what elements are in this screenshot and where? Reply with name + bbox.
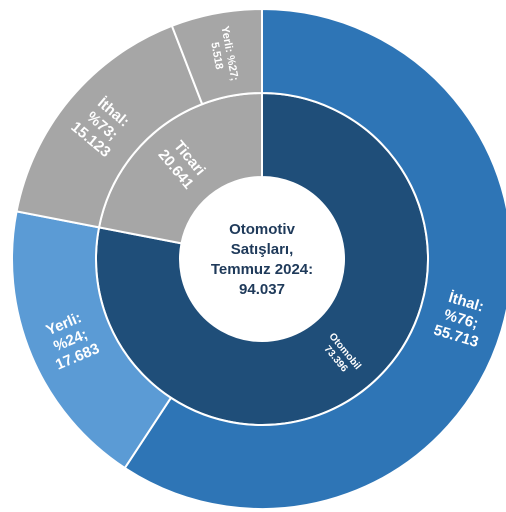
center-label: Otomotiv Satışları, Temmuz 2024: 94.037 xyxy=(211,221,313,298)
outer-segment-ticari-yerli xyxy=(170,7,263,106)
center-label-line: 94.037 xyxy=(239,281,285,298)
center-label-line: Temmuz 2024: xyxy=(211,261,313,278)
outer-label-ticari-yerli-line: 5.518 xyxy=(208,41,225,70)
outer-segment-otomobil-ithal xyxy=(123,7,506,510)
center-hole xyxy=(180,177,344,341)
center-label-line: Satışları, xyxy=(231,241,294,258)
center-label-line: Otomotiv xyxy=(229,221,295,238)
